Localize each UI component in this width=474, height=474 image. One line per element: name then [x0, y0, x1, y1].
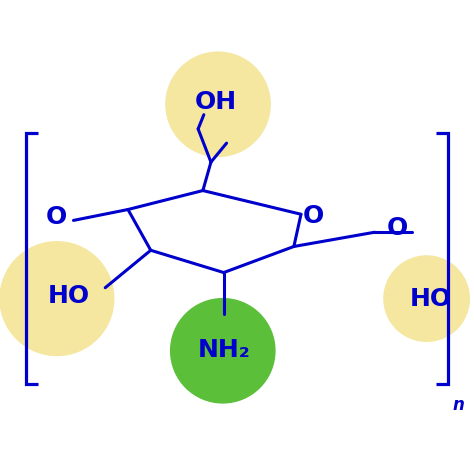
- Text: HO: HO: [410, 287, 451, 310]
- Text: O: O: [46, 205, 67, 229]
- Text: OH: OH: [195, 90, 237, 114]
- Text: n: n: [453, 396, 465, 414]
- Circle shape: [166, 52, 270, 156]
- Text: NH₂: NH₂: [197, 338, 250, 362]
- Text: HO: HO: [48, 284, 90, 308]
- Text: O: O: [303, 204, 324, 228]
- Circle shape: [171, 299, 275, 403]
- Circle shape: [384, 256, 469, 341]
- Text: O: O: [387, 216, 408, 239]
- Circle shape: [0, 242, 114, 356]
